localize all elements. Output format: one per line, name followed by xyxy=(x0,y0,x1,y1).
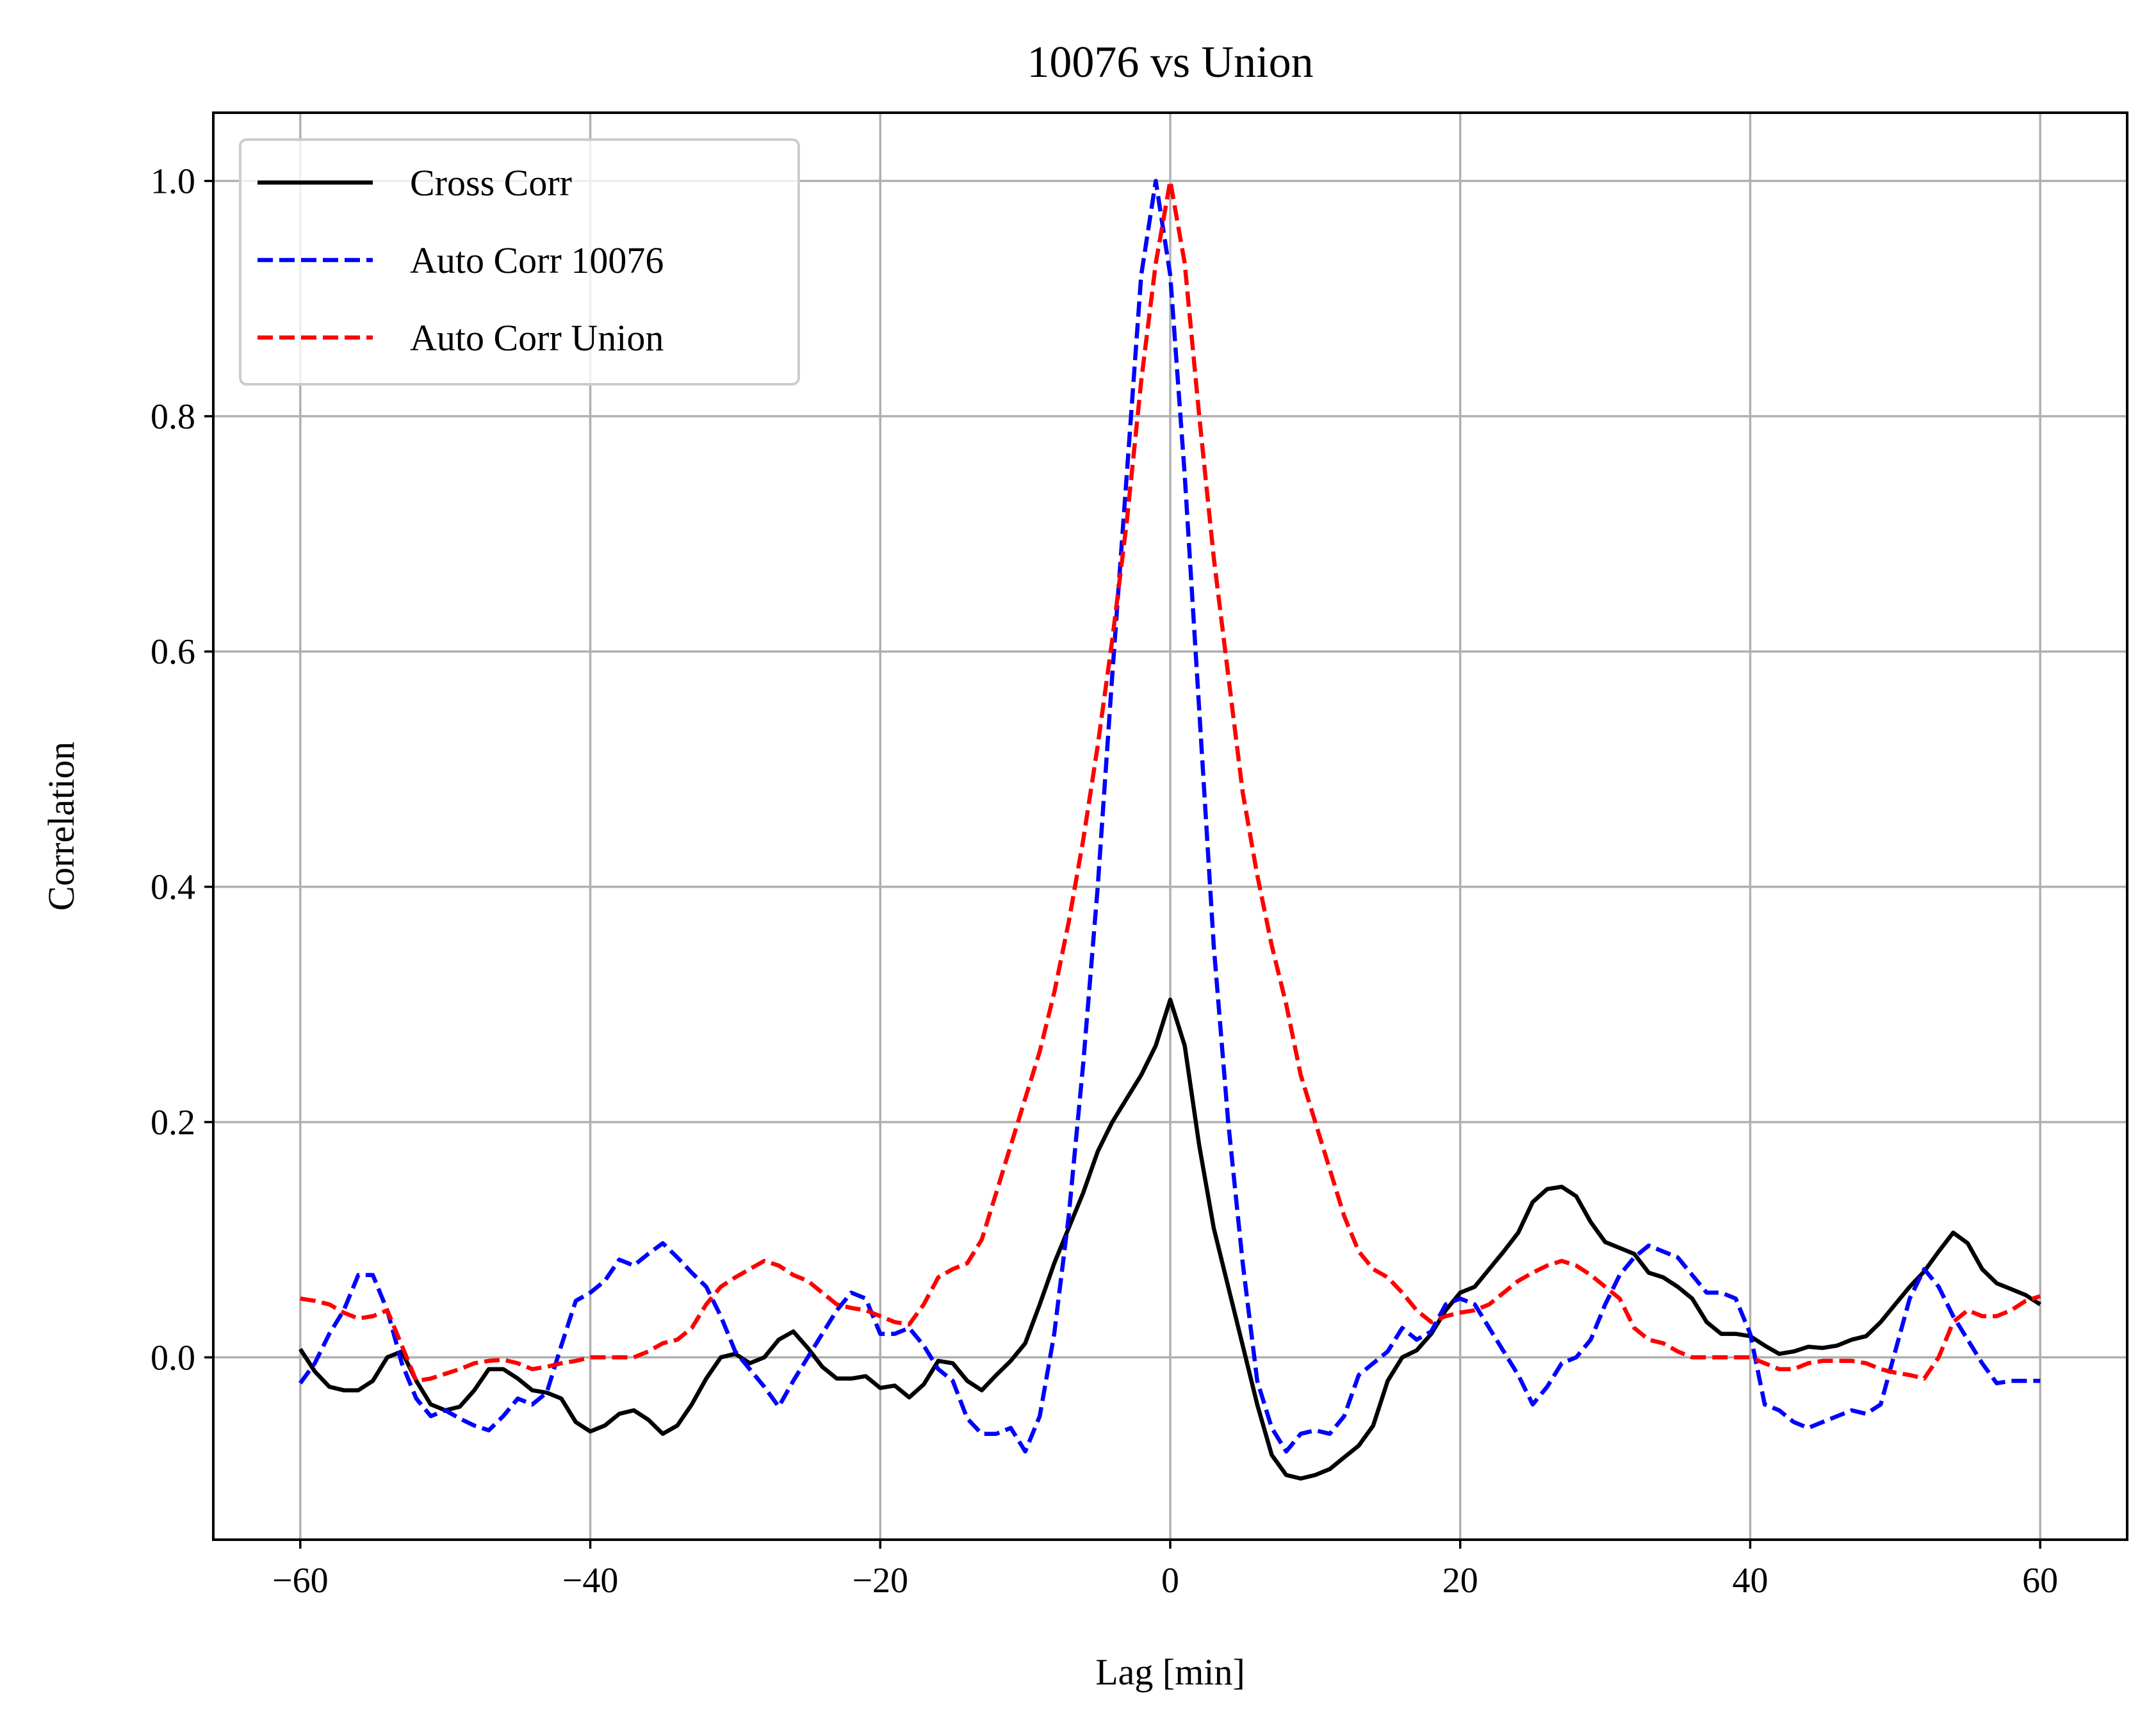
series-line-2 xyxy=(298,179,2041,1454)
y-tick-label: 1.0 xyxy=(151,162,195,202)
x-tick-label: −40 xyxy=(562,1561,619,1601)
x-tick-label: −20 xyxy=(852,1561,908,1601)
x-axis-label: Lag [min] xyxy=(1095,1651,1245,1693)
x-tick-label: 60 xyxy=(2022,1561,2058,1601)
y-tick-label: 0.6 xyxy=(151,632,195,672)
x-tick-label: 0 xyxy=(1161,1561,1179,1601)
series-layer xyxy=(298,179,2041,1481)
legend-label: Auto Corr 10076 xyxy=(410,240,664,281)
grid xyxy=(213,113,2127,1540)
x-tick-label: 40 xyxy=(1732,1561,1768,1601)
legend-box xyxy=(239,138,800,386)
y-tick-label: 0.2 xyxy=(151,1103,195,1143)
x-tick-label: 20 xyxy=(1442,1561,1478,1601)
y-axis-label: Correlation xyxy=(40,742,82,911)
legend: Cross Corr Auto Corr 10076 Auto Corr Union xyxy=(239,138,800,386)
legend-label: Auto Corr Union xyxy=(410,317,664,359)
y-tick-label: 0.4 xyxy=(151,868,195,908)
y-tick-label: 0.0 xyxy=(151,1338,195,1378)
ticks: −60 −40 −20 0 20 40 60 0.0 0.2 0.4 0.6 0.8 1.0 xyxy=(151,162,2058,1601)
legend-label: Cross Corr xyxy=(410,162,572,204)
x-tick-label: −60 xyxy=(272,1561,329,1601)
y-tick-label: 0.8 xyxy=(151,397,195,437)
chart-title: 10076 vs Union xyxy=(1027,38,1313,87)
